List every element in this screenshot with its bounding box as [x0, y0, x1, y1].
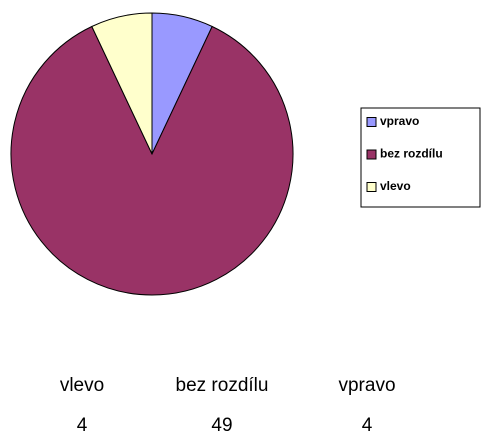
legend-label: vpravo: [380, 114, 419, 128]
table-value: 4: [362, 415, 373, 436]
pie-slice: [10, 25, 294, 296]
table-header: bez rozdílu: [176, 375, 269, 396]
table-header: vlevo: [60, 375, 104, 396]
table-value: 4: [77, 415, 88, 436]
legend-label: vlevo: [380, 179, 411, 193]
legend-box: [360, 107, 481, 208]
table-value: 49: [211, 415, 232, 436]
table-header: vpravo: [338, 375, 395, 396]
legend-swatch: [366, 149, 377, 160]
pie-slice: [91, 12, 153, 155]
legend-swatch: [366, 182, 377, 192]
legend-label: bez rozdílu: [380, 147, 443, 161]
legend-swatch: [366, 117, 377, 127]
